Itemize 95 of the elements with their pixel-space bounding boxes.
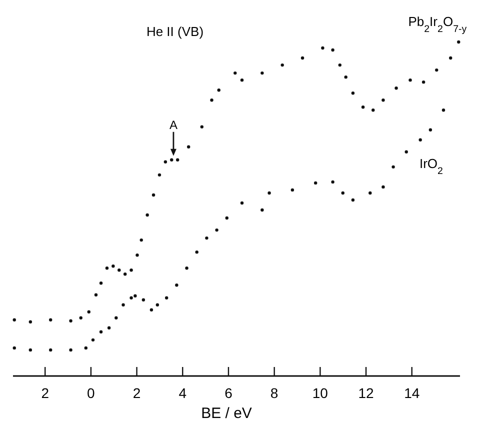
point xyxy=(215,228,218,232)
point xyxy=(341,191,344,195)
series-label: IrO$_{2}$ xyxy=(419,156,443,177)
point xyxy=(175,284,178,287)
point xyxy=(217,88,220,92)
x-tick-label: 2 xyxy=(132,385,141,401)
x-tick-label: 8 xyxy=(270,385,278,401)
point xyxy=(156,303,160,306)
point xyxy=(164,296,168,300)
x-tick-label: 0 xyxy=(87,385,96,401)
point xyxy=(28,320,32,324)
point xyxy=(48,348,52,352)
point xyxy=(195,250,198,254)
point xyxy=(112,264,115,268)
point xyxy=(170,158,174,162)
point xyxy=(69,348,72,352)
x-tick-label: 12 xyxy=(358,385,374,401)
point xyxy=(404,150,408,154)
point xyxy=(105,266,109,270)
point xyxy=(107,326,111,330)
point xyxy=(91,338,95,342)
point xyxy=(321,46,324,50)
point xyxy=(142,298,146,302)
point xyxy=(382,98,385,102)
point xyxy=(428,128,432,132)
point xyxy=(260,208,264,212)
point xyxy=(99,330,103,334)
point xyxy=(280,63,284,67)
point xyxy=(12,318,16,322)
point xyxy=(331,180,334,184)
series-label: Pb$_{2}$Ir$_{2}$O$_{7-y}$ xyxy=(408,14,467,34)
point xyxy=(150,308,154,312)
point xyxy=(146,213,149,217)
point xyxy=(240,201,244,205)
point xyxy=(331,48,334,52)
point xyxy=(123,272,127,276)
point xyxy=(382,185,385,189)
x-tick-label: 10 xyxy=(312,385,328,401)
point xyxy=(392,165,395,169)
point xyxy=(136,253,139,257)
point xyxy=(28,348,32,352)
point xyxy=(361,106,365,109)
point xyxy=(140,238,143,242)
point xyxy=(94,293,98,296)
point xyxy=(130,296,133,300)
point xyxy=(118,268,121,272)
annotation: A xyxy=(169,118,178,132)
point xyxy=(260,71,264,75)
x-tick-label: 2 xyxy=(41,385,50,401)
point xyxy=(449,56,452,60)
point xyxy=(240,78,244,82)
point xyxy=(152,193,156,197)
point xyxy=(130,268,133,272)
point xyxy=(84,346,88,350)
point xyxy=(368,191,372,195)
point xyxy=(300,56,304,60)
point xyxy=(351,92,355,95)
point xyxy=(418,138,422,142)
point xyxy=(210,98,214,102)
point xyxy=(186,145,190,148)
point xyxy=(122,303,125,306)
point xyxy=(79,316,82,320)
point xyxy=(114,316,118,320)
point xyxy=(48,318,52,322)
point xyxy=(457,40,460,44)
point xyxy=(205,236,208,240)
point xyxy=(164,160,168,164)
point xyxy=(351,198,355,202)
x-tick-label: 14 xyxy=(404,385,420,401)
x-axis-title: BE / eV xyxy=(201,405,252,422)
point xyxy=(158,173,162,177)
point xyxy=(134,294,137,298)
point xyxy=(372,108,375,112)
point xyxy=(394,86,398,90)
point xyxy=(338,63,342,67)
point xyxy=(290,188,294,192)
x-tick-label: 6 xyxy=(224,385,233,401)
x-tick-label: 4 xyxy=(178,385,187,401)
point xyxy=(314,181,318,185)
point xyxy=(225,216,228,220)
point xyxy=(268,191,271,195)
point xyxy=(408,78,412,82)
point xyxy=(87,310,90,314)
point xyxy=(176,158,180,162)
chart-title: He II (VB) xyxy=(146,24,204,39)
point xyxy=(344,75,348,79)
point xyxy=(99,282,103,285)
point xyxy=(442,108,446,112)
point xyxy=(185,266,188,270)
point xyxy=(12,346,16,350)
point xyxy=(422,80,426,84)
point xyxy=(435,68,438,72)
point xyxy=(69,319,72,322)
point xyxy=(234,71,237,75)
point xyxy=(200,125,204,128)
